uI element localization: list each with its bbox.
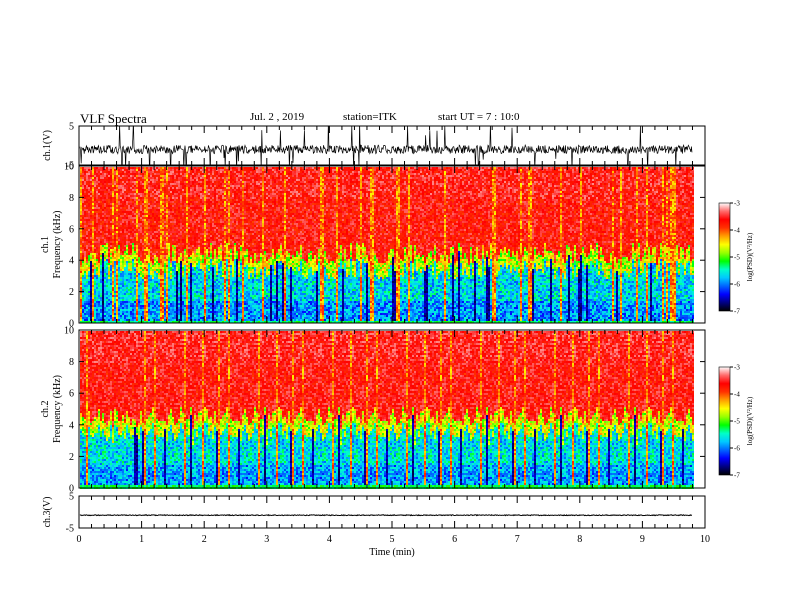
y-axis-label: ch.1(V)	[42, 130, 53, 161]
start-time-label: start UT = 7 : 10:0	[438, 111, 519, 123]
x-tick-label: 0	[77, 534, 82, 545]
y-tick-label: 4	[69, 420, 74, 431]
y-axis-label: ch.3(V)	[42, 497, 53, 528]
colorbar-tick-label: -7	[734, 472, 740, 480]
x-tick-label: 5	[390, 534, 395, 545]
y-tick-label: 10	[64, 162, 74, 173]
waveform-trace	[80, 515, 692, 516]
x-tick-label: 3	[264, 534, 269, 545]
colorbar-tick-label: -3	[734, 364, 740, 372]
colorbar-tick-label: -5	[734, 418, 740, 426]
y-tick-label: 4	[69, 256, 74, 267]
x-tick-label: 2	[202, 534, 207, 545]
x-tick-label: 1	[139, 534, 144, 545]
y-tick-label: -5	[66, 524, 74, 535]
y-tick-label: 8	[69, 193, 74, 204]
x-tick-label: 7	[515, 534, 520, 545]
colorbar-tick-label: -3	[734, 200, 740, 208]
spectrogram-cells	[80, 331, 694, 489]
x-axis-label: Time (min)	[369, 547, 414, 558]
colorbar	[719, 203, 730, 311]
y-tick-label: 6	[69, 224, 74, 235]
y-tick-label: 8	[69, 357, 74, 368]
colorbar	[719, 367, 730, 475]
channel-label: ch.2	[40, 401, 51, 418]
x-tick-label: 9	[640, 534, 645, 545]
colorbar-tick-label: -6	[734, 281, 740, 289]
y-axis-label: Frequency (kHz)	[52, 210, 63, 278]
figure-title: VLF Spectra	[80, 111, 147, 127]
x-tick-label: 4	[327, 534, 332, 545]
station-label: station=ITK	[343, 111, 397, 123]
spectrogram-cells	[80, 167, 694, 323]
colorbar-tick-label: -7	[734, 308, 740, 316]
x-tick-label: 8	[577, 534, 582, 545]
colorbar-tick-label: -4	[734, 227, 740, 235]
y-tick-label: 5	[69, 122, 74, 133]
date-label: Jul. 2 , 2019	[250, 111, 304, 123]
y-tick-label: 6	[69, 389, 74, 400]
colorbar-tick-label: -4	[734, 391, 740, 399]
x-tick-label: 6	[452, 534, 457, 545]
colorbar-tick-label: -6	[734, 445, 740, 453]
colorbar-tick-label: -5	[734, 254, 740, 262]
y-tick-label: 5	[69, 492, 74, 503]
colorbar-label: log(PSD)(V²/Hz)	[746, 396, 754, 445]
y-tick-label: 2	[69, 287, 74, 298]
y-tick-label: 2	[69, 452, 74, 463]
channel-label: ch.1	[40, 236, 51, 253]
x-tick-label: 10	[700, 534, 710, 545]
y-axis-label: Frequency (kHz)	[52, 375, 63, 443]
colorbar-label: log(PSD)(V²/Hz)	[746, 232, 754, 281]
y-tick-label: 10	[64, 326, 74, 337]
